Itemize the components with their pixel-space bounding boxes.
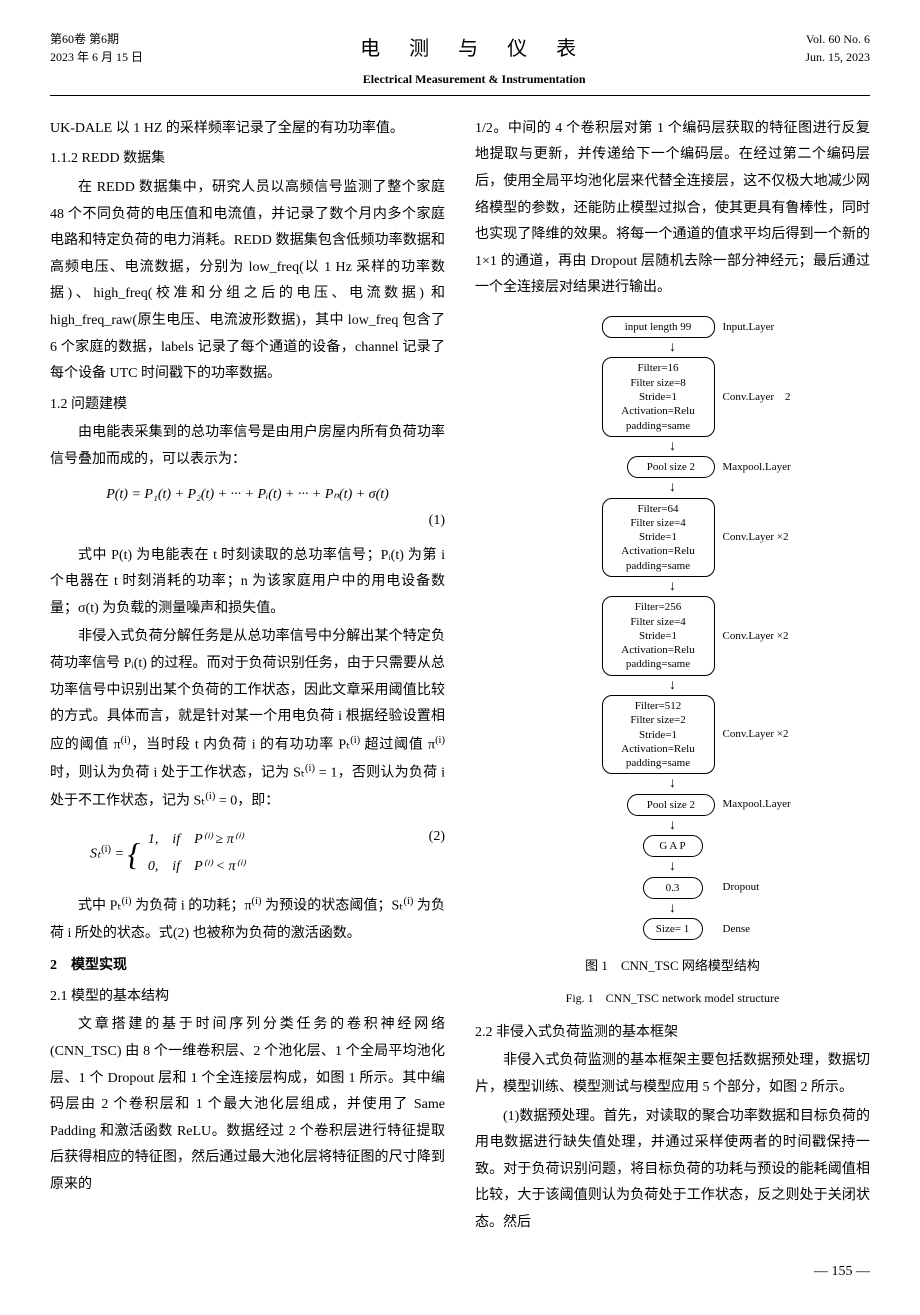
date-cn: 2023 年 6 月 15 日 xyxy=(50,48,143,66)
content-columns: UK-DALE 以 1 HZ 的采样频率记录了全屋的有功功率值。 1.1.2 R… xyxy=(50,116,870,1239)
arrow-down-icon: ↓ xyxy=(533,482,813,493)
paragraph: UK-DALE 以 1 HZ 的采样频率记录了全屋的有功功率值。 xyxy=(50,116,445,143)
diagram-conv-node: Filter=512 Filter size=2 Stride=1 Activa… xyxy=(602,695,715,774)
arrow-down-icon: ↓ xyxy=(533,778,813,789)
diagram-conv-node: Filter=64 Filter size=4 Stride=1 Activat… xyxy=(602,498,715,577)
paragraph: 非侵入式负荷监测的基本框架主要包括数据预处理，数据切片，模型训练、模型测试与模型… xyxy=(475,1048,870,1101)
diagram-gap-node: G A P xyxy=(643,835,703,857)
header-left: 第60卷 第6期 2023 年 6 月 15 日 xyxy=(50,30,143,91)
figure-caption-cn: 图 1 CNN_TSC 网络模型结构 xyxy=(475,954,870,979)
figure-caption-en: Fig. 1 CNN_TSC network model structure xyxy=(475,987,870,1010)
journal-title-cn: 电 测 与 仪 表 xyxy=(360,30,588,68)
diagram-label: Conv.Layer ×2 xyxy=(723,626,813,647)
equation-2: Sₜ(i) = { 1, if P⁽ⁱ⁾ ≥ π⁽ⁱ⁾ 0, if P⁽ⁱ⁾ <… xyxy=(50,824,445,885)
diagram-input-node: input length 99 xyxy=(602,316,715,338)
diagram-label: Dense xyxy=(723,919,813,940)
paragraph: 由电能表采集到的总功率信号是由用户房屋内所有负荷功率信号叠加而成的，可以表示为： xyxy=(50,420,445,473)
diagram-dense-node: Size= 1 xyxy=(643,918,703,940)
diagram-label: Conv.Layer 2 xyxy=(723,387,813,408)
diagram-label: Maxpool.Layer xyxy=(723,794,813,815)
diagram-label: Maxpool.Layer xyxy=(723,457,813,478)
diagram-label: Input.Layer xyxy=(723,317,813,338)
section-heading: 2 模型实现 xyxy=(50,953,445,980)
subsection-heading: 1.2 问题建模 xyxy=(50,392,445,419)
diagram-pool-node: Pool size 2 xyxy=(627,794,714,816)
journal-title-en: Electrical Measurement & Instrumentation xyxy=(360,68,588,91)
diagram-conv-node: Filter=16 Filter size=8 Stride=1 Activat… xyxy=(602,357,715,436)
diagram-dropout-node: 0.3 xyxy=(643,877,703,899)
paragraph: 文章搭建的基于时间序列分类任务的卷积神经网络(CNN_TSC) 由 8 个一维卷… xyxy=(50,1012,445,1198)
date-en: Jun. 15, 2023 xyxy=(805,48,870,66)
arrow-down-icon: ↓ xyxy=(533,581,813,592)
figure-1-diagram: input length 99 Input.Layer ↓ Filter=16 … xyxy=(533,312,813,944)
paragraph: 式中 P(t) 为电能表在 t 时刻读取的总功率信号；Pᵢ(t) 为第 i 个电… xyxy=(50,543,445,623)
equation-1: P(t) = P₁(t) + P₂(t) + ··· + Pᵢ(t) + ···… xyxy=(50,482,445,535)
right-column: 1/2。中间的 4 个卷积层对第 1 个编码层获取的特征图进行反复地提取与更新，… xyxy=(475,116,870,1239)
page-header: 第60卷 第6期 2023 年 6 月 15 日 电 测 与 仪 表 Elect… xyxy=(50,30,870,96)
paragraph: 式中 Pₜ(i) 为负荷 i 的功耗；π(i) 为预设的状态阈值；Sₜ(i) 为… xyxy=(50,892,445,947)
subsection-heading: 2.1 模型的基本结构 xyxy=(50,984,445,1011)
vol-issue-en: Vol. 60 No. 6 xyxy=(805,30,870,48)
arrow-down-icon: ↓ xyxy=(533,441,813,452)
paragraph: 1/2。中间的 4 个卷积层对第 1 个编码层获取的特征图进行反复地提取与更新，… xyxy=(475,116,870,302)
diagram-label: Dropout xyxy=(723,877,813,898)
arrow-down-icon: ↓ xyxy=(533,903,813,914)
arrow-down-icon: ↓ xyxy=(533,342,813,353)
header-right: Vol. 60 No. 6 Jun. 15, 2023 xyxy=(805,30,870,91)
page-number: — 155 — xyxy=(50,1259,870,1286)
diagram-label: Conv.Layer ×2 xyxy=(723,527,813,548)
subsection-heading: 2.2 非侵入式负荷监测的基本框架 xyxy=(475,1020,870,1047)
paragraph: (1)数据预处理。首先，对读取的聚合功率数据和目标负荷的用电数据进行缺失值处理，… xyxy=(475,1104,870,1237)
diagram-pool-node: Pool size 2 xyxy=(627,456,714,478)
arrow-down-icon: ↓ xyxy=(533,680,813,691)
left-column: UK-DALE 以 1 HZ 的采样频率记录了全屋的有功功率值。 1.1.2 R… xyxy=(50,116,445,1239)
paragraph: 非侵入式负荷分解任务是从总功率信号中分解出某个特定负荷功率信号 Pᵢ(t) 的过… xyxy=(50,624,445,815)
header-center: 电 测 与 仪 表 Electrical Measurement & Instr… xyxy=(360,30,588,91)
diagram-conv-node: Filter=256 Filter size=4 Stride=1 Activa… xyxy=(602,596,715,675)
vol-issue-cn: 第60卷 第6期 xyxy=(50,30,143,48)
arrow-down-icon: ↓ xyxy=(533,820,813,831)
paragraph: 在 REDD 数据集中，研究人员以高频信号监测了整个家庭 48 个不同负荷的电压… xyxy=(50,175,445,388)
subsection-heading: 1.1.2 REDD 数据集 xyxy=(50,146,445,173)
diagram-label: Conv.Layer ×2 xyxy=(723,724,813,745)
arrow-down-icon: ↓ xyxy=(533,861,813,872)
